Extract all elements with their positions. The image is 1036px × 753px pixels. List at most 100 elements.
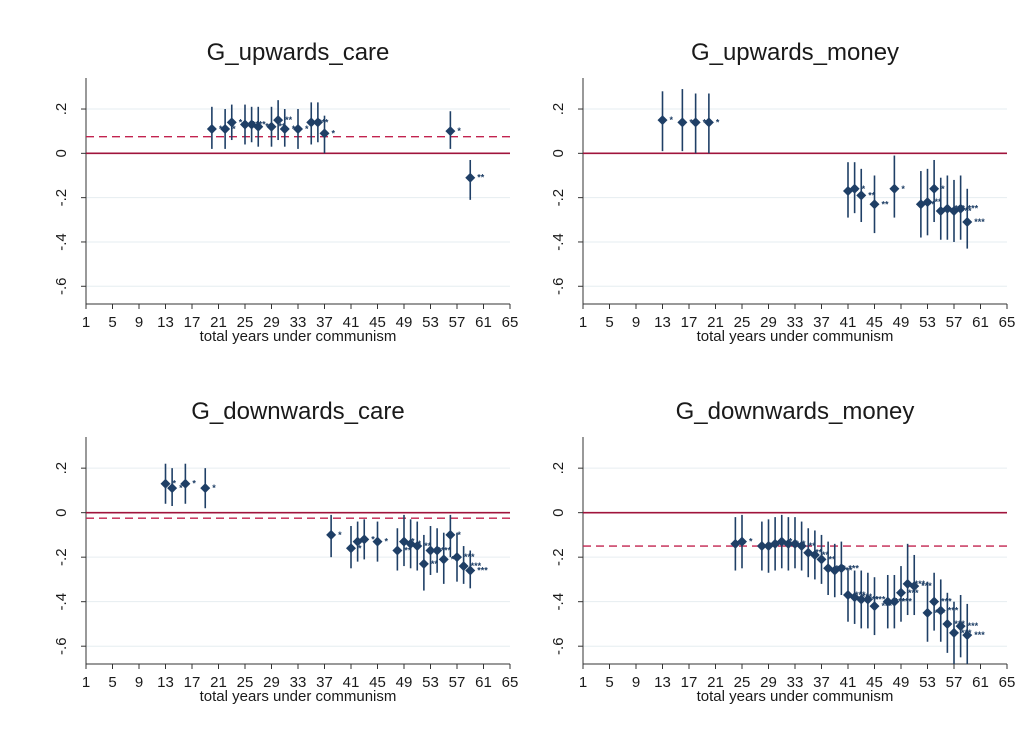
x-tick-label: 25 <box>237 314 254 331</box>
y-tick-label: -.2 <box>53 189 70 207</box>
x-tick-label: 29 <box>760 674 777 691</box>
x-tick-label: 33 <box>787 674 804 691</box>
significance-stars: ** <box>809 541 817 551</box>
x-tick-label: 57 <box>449 314 466 331</box>
coefficient-point <box>796 541 807 552</box>
significance-stars: ** <box>935 197 943 207</box>
significance-stars: ** <box>477 173 485 183</box>
x-tick-label: 37 <box>316 674 333 691</box>
coefficient-point <box>452 552 462 563</box>
coefficient-point <box>412 541 423 552</box>
significance-stars: * <box>358 543 362 553</box>
chart-title: G_downwards_money <box>676 398 915 425</box>
y-tick-label: 0 <box>550 508 567 516</box>
significance-stars: ** <box>822 550 830 560</box>
x-tick-label: 13 <box>157 674 174 691</box>
significance-stars: *** <box>875 594 886 604</box>
coefficient-point <box>180 478 191 489</box>
significance-stars: *** <box>471 561 482 571</box>
coefficient-point <box>253 121 264 132</box>
chart-title: G_upwards_care <box>207 39 390 66</box>
chart-panel-1: G_upwards_care .2 0 -.2 -.4 -.6 1 5 9 13 17 21 25 29 3… <box>53 39 518 345</box>
coefficient-point <box>862 594 873 605</box>
x-tick-label: 33 <box>290 674 307 691</box>
x-tick-label: 1 <box>579 674 587 691</box>
coefficient-point <box>856 190 867 201</box>
coefficient-point <box>869 199 880 210</box>
x-tick-label: 61 <box>972 674 989 691</box>
coefficient-point <box>438 554 449 565</box>
x-tick-label: 45 <box>369 674 386 691</box>
x-tick-label: 37 <box>813 674 830 691</box>
coefficient-point <box>458 561 469 572</box>
x-tick-label: 5 <box>605 314 613 331</box>
coefficient-point <box>836 563 847 574</box>
x-tick-label: 17 <box>184 314 201 331</box>
x-tick-label: 1 <box>82 314 90 331</box>
coefficient-point <box>359 534 370 545</box>
x-tick-label: 33 <box>290 314 307 331</box>
y-tick-label: -.6 <box>550 637 567 655</box>
coefficient-point <box>889 596 900 607</box>
significance-stars: ** <box>404 546 412 556</box>
coefficient-point <box>816 554 827 565</box>
x-tick-label: 9 <box>632 314 640 331</box>
coefficient-point <box>949 627 959 638</box>
y-tick-label: -.2 <box>550 189 567 207</box>
x-tick-label: 49 <box>396 674 413 691</box>
x-tick-label: 21 <box>210 314 227 331</box>
x-axis-title: total years under communism <box>200 328 397 345</box>
coefficient-point <box>955 203 966 214</box>
x-tick-label: 21 <box>707 314 724 331</box>
coefficient-point <box>445 529 456 540</box>
x-tick-label: 17 <box>681 674 698 691</box>
coefficient-point <box>809 549 820 560</box>
x-tick-label: 49 <box>396 314 413 331</box>
x-tick-label: 29 <box>263 314 280 331</box>
significance-stars: * <box>457 530 461 540</box>
coefficient-point <box>273 115 284 126</box>
x-tick-label: 5 <box>605 674 613 691</box>
significance-stars: * <box>338 530 342 540</box>
coefficient-point <box>445 126 456 137</box>
x-tick-label: 65 <box>999 314 1016 331</box>
y-tick-label: 0 <box>53 508 70 516</box>
significance-stars: ** <box>829 554 837 564</box>
significance-stars: * <box>325 117 329 127</box>
significance-stars: * <box>716 117 720 127</box>
x-tick-label: 9 <box>632 674 640 691</box>
significance-stars: * <box>305 124 309 134</box>
coefficient-point <box>326 529 337 540</box>
x-tick-label: 9 <box>135 674 143 691</box>
significance-stars: * <box>332 128 336 138</box>
coefficient-point <box>922 197 933 208</box>
coefficient-point <box>226 117 237 128</box>
x-tick-label: 25 <box>734 314 751 331</box>
significance-stars: * <box>212 483 216 493</box>
coefficient-point <box>962 630 973 641</box>
significance-stars: * <box>173 479 177 489</box>
coefficient-point <box>372 536 383 547</box>
y-tick-label: -.2 <box>550 548 567 566</box>
coefficient-point <box>882 596 893 607</box>
y-tick-label: .2 <box>550 103 567 116</box>
x-tick-label: 65 <box>999 674 1016 691</box>
coefficient-point <box>293 123 303 134</box>
coefficient-point <box>929 596 940 607</box>
significance-stars: *** <box>915 579 926 589</box>
x-tick-label: 1 <box>579 314 587 331</box>
significance-stars: * <box>192 479 196 489</box>
x-tick-label: 65 <box>502 314 519 331</box>
y-tick-label: .2 <box>53 103 70 116</box>
significance-stars: ** <box>424 541 432 551</box>
coefficient-point <box>896 587 906 598</box>
coefficient-point <box>783 538 794 549</box>
x-tick-label: 49 <box>893 314 910 331</box>
coefficient-point <box>346 543 356 554</box>
coefficient-point <box>425 545 436 556</box>
y-tick-label: .2 <box>53 462 70 475</box>
significance-stars: ** <box>444 546 452 556</box>
coefficient-point <box>160 478 171 489</box>
x-axis-title: total years under communism <box>200 688 397 705</box>
significance-stars: * <box>239 117 243 127</box>
